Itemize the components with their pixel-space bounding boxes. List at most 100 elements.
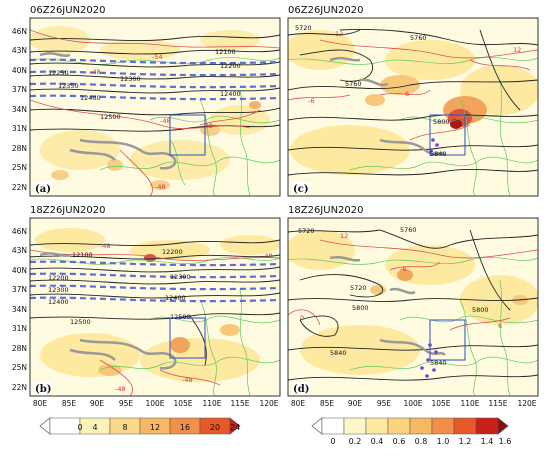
contour-label: 12500 <box>70 318 91 326</box>
panel-d-study-box <box>429 319 466 361</box>
contour-label: 12300 <box>48 286 69 294</box>
panel-c-study-box <box>429 114 466 156</box>
contour-label: 6 <box>498 322 502 330</box>
panel-c-temperature-contours <box>288 39 538 141</box>
contour-label: -48 <box>100 242 111 250</box>
panel-b-borders <box>30 257 280 396</box>
panel-b-title: 18Z26JUN2020 <box>30 205 106 216</box>
colorbar-left-label: 0 <box>77 423 82 432</box>
contour-label: 5760 <box>410 34 427 42</box>
contour-label: 5840 <box>430 150 447 158</box>
panel-d-temperature-contours <box>288 239 538 331</box>
ytick: 40N <box>12 66 27 75</box>
panel-a-study-box <box>169 114 206 156</box>
xtick: 90E <box>348 399 363 408</box>
xtick: 105E <box>431 399 450 408</box>
contour-label: -6 <box>400 265 406 273</box>
contour-label: 12500 <box>100 113 121 121</box>
colorbar-left-label: 4 <box>92 423 97 432</box>
contour-label: 12350 <box>58 82 79 90</box>
colorbar-left-label: 16 <box>180 423 190 432</box>
xtick: 100E <box>145 399 164 408</box>
ytick: 43N <box>12 46 27 55</box>
panel-d-borders <box>288 257 538 396</box>
panel-c-plateau-outline <box>329 56 446 157</box>
panel-a-label: (a) <box>35 184 51 195</box>
colorbar-left-label: 20 <box>210 423 220 432</box>
panel-d-map <box>288 229 538 396</box>
panel-d-height-contours <box>288 229 538 381</box>
colorbar-right-label: 0.2 <box>349 437 362 446</box>
colorbar-right-label: 0.4 <box>371 437 384 446</box>
panel-b-map <box>30 228 280 396</box>
panel-b-red-labels: -48 -48 -48 -48 <box>100 242 273 393</box>
panel-b-plateau-outline <box>39 252 177 370</box>
panel-d-shading <box>288 230 538 375</box>
xtick: 100E <box>403 399 422 408</box>
contour-label: 5720 <box>295 24 312 32</box>
contour-label: 12200 <box>220 62 241 70</box>
xtick: 110E <box>202 399 221 408</box>
ytick: 28N <box>12 344 27 353</box>
panel-b-height-contours <box>30 239 280 366</box>
panel-b-yaxis: 46N 43N 40N 37N 34N 31N 28N 25N 22N <box>12 227 27 392</box>
contour-label: 12 <box>335 30 343 38</box>
panel-b-shading <box>35 228 280 382</box>
ytick: 40N <box>12 266 27 275</box>
contour-label: 5800 <box>352 304 369 312</box>
ytick: 25N <box>12 163 27 172</box>
ytick: 25N <box>12 363 27 372</box>
panel-c-black-labels: 5720 5760 5760 5800 5840 <box>295 24 450 158</box>
ytick: 37N <box>12 285 27 294</box>
panel-c-map <box>288 29 538 196</box>
colorbar-right-label: 1.0 <box>437 437 450 446</box>
xtick: 80E <box>291 399 306 408</box>
panel-c-title: 06Z26JUN2020 <box>288 5 364 16</box>
contour-label: 12400 <box>220 90 241 98</box>
ytick: 31N <box>12 324 27 333</box>
contour-label: 5720 <box>350 284 367 292</box>
contour-label: 5800 <box>472 306 489 314</box>
panel-c-label: (c) <box>293 184 309 195</box>
colorbar-right-label: 0 <box>330 437 335 446</box>
ytick: 28N <box>12 144 27 153</box>
ytick: 46N <box>12 227 27 236</box>
contour-label: 5840 <box>430 359 447 367</box>
ytick: 46N <box>12 27 27 36</box>
contour-label: 5720 <box>298 227 315 235</box>
xtick: 120E <box>517 399 536 408</box>
xaxis-left: 80E 85E 90E 95E 100E 105E 110E 115E 120E <box>33 399 279 408</box>
contour-label: -48 <box>160 117 171 125</box>
contour-label: 12300 <box>170 273 191 281</box>
xtick: 105E <box>173 399 192 408</box>
xtick: 95E <box>119 399 134 408</box>
panel-d-black-labels: 5720 5760 5720 5800 5800 5840 5840 <box>298 226 489 367</box>
panel-a-temperature-contours <box>30 29 280 196</box>
xtick: 90E <box>90 399 105 408</box>
contour-label: 12 <box>513 46 521 54</box>
colorbar-right: 0 0.2 0.4 0.6 0.8 1.0 1.2 1.4 1.6 <box>311 417 511 446</box>
ytick: 34N <box>12 105 27 114</box>
xtick: 110E <box>460 399 479 408</box>
ytick: 37N <box>12 85 27 94</box>
panel-d-plateau-outline <box>329 256 446 357</box>
contour-label: 12400 <box>165 294 186 302</box>
ytick: 34N <box>12 305 27 314</box>
colorbar-left-label: 24 <box>230 423 240 432</box>
panel-c-shading <box>288 30 538 175</box>
contour-label: 12200 <box>162 248 183 256</box>
panel-a-map <box>30 26 280 196</box>
panel-b-label: (b) <box>35 384 51 395</box>
contour-label: 6 <box>405 90 409 98</box>
colorbar-left: 0 4 8 12 16 20 24 <box>39 417 241 435</box>
panel-b-study-box <box>169 317 206 359</box>
xtick: 85E <box>320 399 335 408</box>
colorbar-right-label: 0.6 <box>393 437 406 446</box>
colorbar-left-label: 12 <box>150 423 160 432</box>
ytick: 31N <box>12 124 27 133</box>
contour-label: -48 <box>202 122 213 130</box>
contour-label: -48 <box>90 68 101 76</box>
xtick: 85E <box>62 399 77 408</box>
xtick: 115E <box>230 399 249 408</box>
contour-label: -48 <box>182 376 193 384</box>
